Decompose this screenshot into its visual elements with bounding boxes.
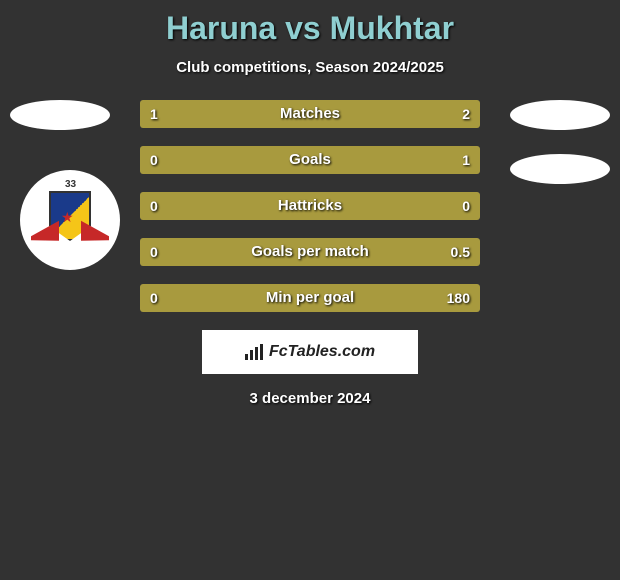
stat-label: Hattricks <box>140 192 480 220</box>
fctables-label: FcTables.com <box>269 343 375 361</box>
stat-row: 0Hattricks0 <box>140 192 480 220</box>
club-badge: 33 ★ <box>20 170 120 270</box>
stat-value-right: 2 <box>452 100 480 128</box>
fctables-logo[interactable]: FcTables.com <box>202 330 418 374</box>
stat-value-right: 0.5 <box>441 238 480 266</box>
date-label: 3 december 2024 <box>0 390 620 407</box>
player2-avatar-placeholder-2 <box>510 154 610 184</box>
player1-avatar-placeholder <box>10 100 110 130</box>
stat-value-right: 0 <box>452 192 480 220</box>
star-icon: ★ <box>61 209 74 226</box>
bar-chart-icon <box>245 344 265 360</box>
player2-avatar-placeholder-1 <box>510 100 610 130</box>
stat-row: 1Matches2 <box>140 100 480 128</box>
page-title: Haruna vs Mukhtar <box>0 0 620 47</box>
stat-row: 0Goals per match0.5 <box>140 238 480 266</box>
stat-label: Goals <box>140 146 480 174</box>
wing-right-icon <box>81 221 113 250</box>
wing-left-icon <box>27 221 59 250</box>
club-badge-number: 33 <box>65 179 76 190</box>
stat-label: Goals per match <box>140 238 480 266</box>
stat-value-right: 180 <box>437 284 480 312</box>
subtitle: Club competitions, Season 2024/2025 <box>0 59 620 76</box>
stat-label: Min per goal <box>140 284 480 312</box>
stat-row: 0Min per goal180 <box>140 284 480 312</box>
stat-label: Matches <box>140 100 480 128</box>
stat-value-right: 1 <box>452 146 480 174</box>
stats-area: 33 ★ 1Matches20Goals10Hattricks00Goals p… <box>0 100 620 312</box>
stat-rows: 1Matches20Goals10Hattricks00Goals per ma… <box>140 100 480 312</box>
stat-row: 0Goals1 <box>140 146 480 174</box>
